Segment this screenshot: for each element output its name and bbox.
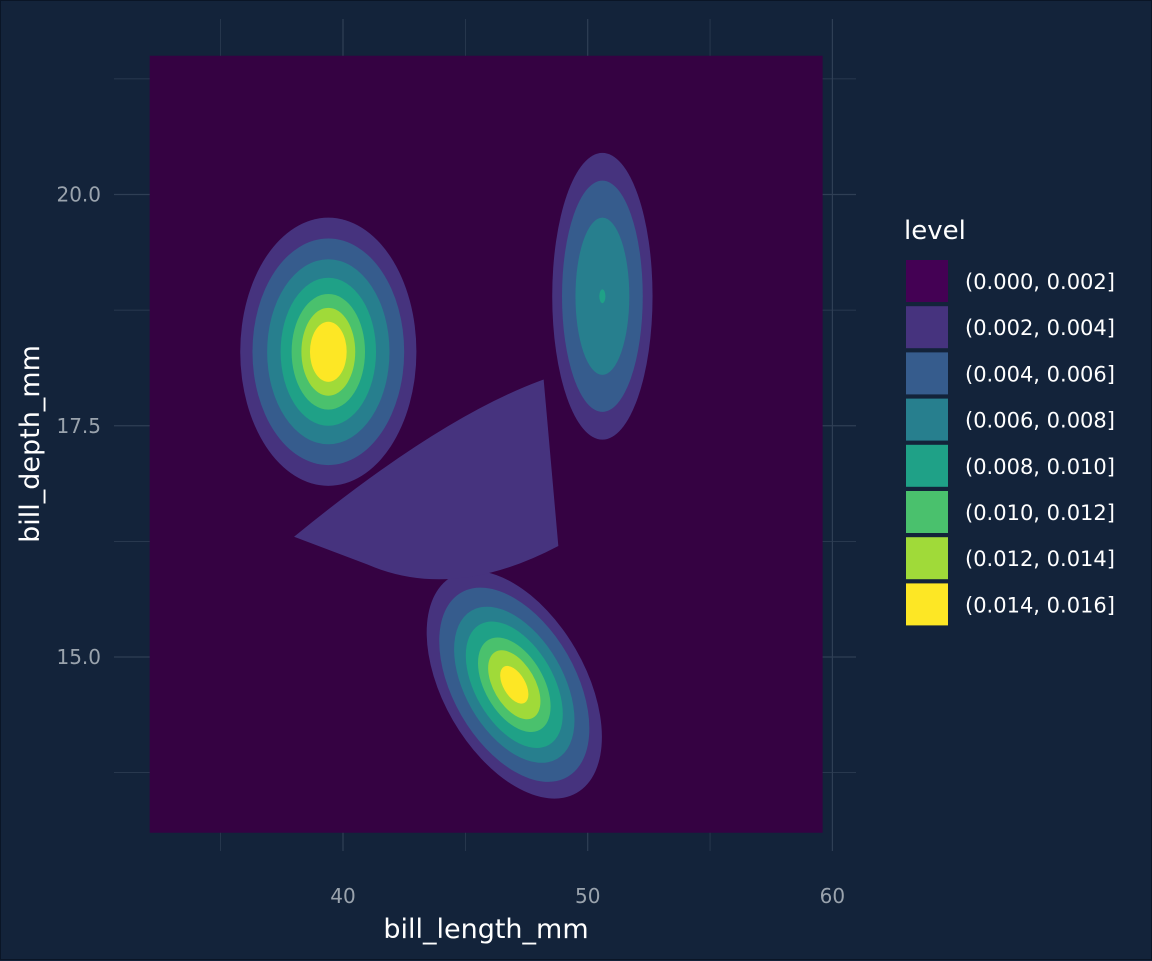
legend-label: (0.004, 0.006] (965, 362, 1115, 386)
legend-label: (0.006, 0.008] (965, 409, 1115, 433)
legend-key (906, 352, 948, 395)
legend-key (906, 583, 948, 626)
x-tick-label: 40 (330, 884, 355, 908)
legend-key (906, 306, 948, 349)
contour-region (500, 665, 529, 704)
contour-bridge (294, 379, 559, 580)
y-tick-label: 17.5 (56, 414, 101, 438)
legend-title: level (904, 216, 966, 246)
legend-label: (0.002, 0.004] (965, 316, 1115, 340)
contour-band-level-9 (315, 333, 342, 370)
x-axis: 40 50 60 (330, 884, 845, 908)
legend: level (0.000, 0.002] (0.002, 0.004] (0.004… (904, 216, 1115, 626)
legend-key (906, 398, 948, 441)
legend-label: (0.012, 0.014] (965, 547, 1115, 571)
legend-label: (0.000, 0.002] (965, 270, 1115, 294)
legend-key (906, 260, 948, 302)
y-tick-label: 20.0 (56, 183, 101, 207)
legend-label: (0.010, 0.012] (965, 501, 1115, 525)
x-tick-label: 50 (575, 884, 600, 908)
x-tick-label: 60 (820, 884, 845, 908)
legend-label: (0.008, 0.010] (965, 455, 1115, 479)
y-axis-title: bill_depth_mm (15, 345, 46, 543)
y-tick-label: 15.0 (56, 645, 101, 669)
legend-label: (0.014, 0.016] (965, 593, 1115, 617)
contour-region (599, 289, 606, 304)
density-peak (315, 333, 342, 370)
legend-key (906, 491, 948, 533)
y-axis: 15.0 17.5 20.0 (56, 183, 101, 670)
legend-key (906, 444, 948, 487)
plot-panel (149, 55, 823, 833)
x-axis-title: bill_length_mm (383, 914, 588, 945)
legend-key (906, 537, 948, 580)
